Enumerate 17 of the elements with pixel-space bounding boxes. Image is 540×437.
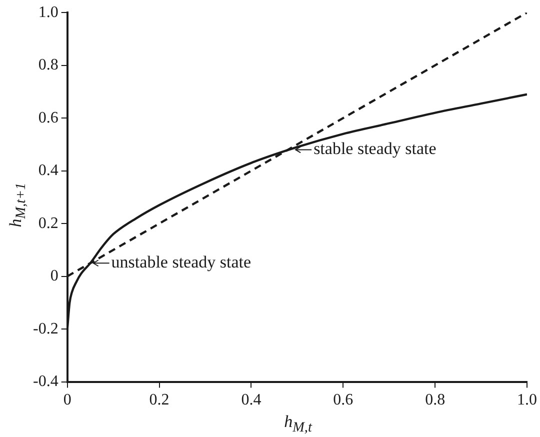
x-tick-label: 0.8	[425, 392, 446, 409]
annotation: unstable steady state	[111, 252, 252, 272]
y-tick-label: 0	[50, 268, 58, 285]
x-tick-label: 0	[63, 392, 72, 409]
y-tick-label: 0.4	[38, 162, 58, 180]
y-tick-label: 0.8	[38, 56, 58, 74]
x-tick-label: 0.6	[333, 392, 354, 409]
annotation: stable steady state	[314, 139, 436, 158]
y-tick-label: 0.2	[38, 214, 58, 232]
x-tick-label: 0.4	[241, 392, 262, 409]
x-axis-title: h$_{M,t}$	[284, 412, 312, 436]
x-tick-label: 1.0	[517, 392, 537, 409]
y-tick-label: -0.4	[33, 373, 58, 390]
y-tick-label: -0.2	[33, 320, 58, 338]
y-tick-label: 1.0	[38, 4, 58, 21]
y-tick-label: 0.6	[38, 109, 58, 126]
x-tick-label: 0.2	[149, 392, 170, 409]
